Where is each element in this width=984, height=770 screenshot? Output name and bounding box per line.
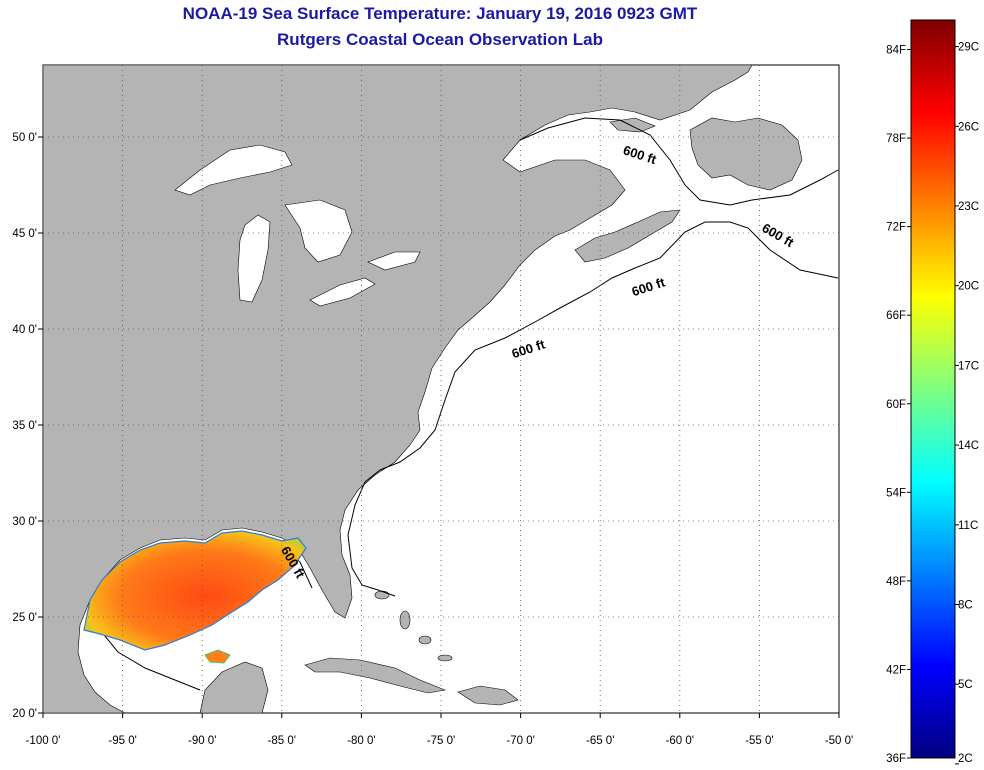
longitude-label: -55 0' — [745, 735, 773, 747]
latitude-label: 50 0' — [12, 132, 37, 144]
great-lakes — [174, 144, 421, 307]
latitude-label: 20 0' — [12, 708, 37, 720]
colorbar-fahrenheit-labels: 84F 78F 72F 66F 60F 54F 48F 42F 36F — [886, 45, 911, 765]
latitude-label: 30 0' — [12, 516, 37, 528]
land-anticosti — [609, 117, 656, 133]
fahrenheit-label: 78F — [886, 133, 906, 145]
fahrenheit-label: 66F — [886, 310, 906, 322]
land-north-america — [43, 65, 753, 713]
map-title: NOAA-19 Sea Surface Temperature: January… — [182, 4, 698, 23]
longitude-label: -95 0' — [108, 735, 136, 747]
celsius-label: 11C — [958, 520, 978, 532]
latitude-label: 25 0' — [12, 612, 37, 624]
latitude-label: 40 0' — [12, 324, 37, 336]
fahrenheit-label: 72F — [886, 222, 906, 234]
fahrenheit-label: 48F — [886, 576, 906, 588]
latitude-label: 45 0' — [12, 228, 37, 240]
celsius-label: 14C — [958, 440, 979, 452]
fahrenheit-label: 36F — [886, 753, 906, 765]
longitude-label: -100 0' — [26, 735, 61, 747]
colorbar-gradient — [910, 19, 956, 759]
land-yucatan — [199, 661, 269, 713]
longitude-labels: -100 0' -95 0' -90 0' -85 0' -80 0' -75 0' -70… — [26, 735, 854, 747]
fahrenheit-label: 60F — [886, 399, 906, 411]
celsius-label: 8C — [958, 599, 973, 611]
sst-overlay — [83, 530, 307, 651]
sst-overlay-small — [204, 649, 231, 664]
graticule — [38, 65, 840, 718]
colorbar-celsius-labels: 29C 26C 23C 20C 17C 14C 11C 8C 5C 2C — [955, 42, 979, 765]
fahrenheit-label: 42F — [886, 664, 906, 676]
longitude-label: -85 0' — [268, 735, 296, 747]
fahrenheit-label: 84F — [886, 45, 906, 57]
celsius-label: 17C — [958, 360, 979, 372]
land-hispaniola — [457, 685, 519, 706]
celsius-label: 20C — [958, 281, 979, 293]
longitude-label: -70 0' — [506, 735, 534, 747]
land-nova-scotia — [574, 209, 681, 263]
longitude-label: -60 0' — [666, 735, 694, 747]
celsius-label: 29C — [958, 42, 979, 54]
celsius-label: 23C — [958, 201, 979, 213]
latitude-label: 35 0' — [12, 420, 37, 432]
longitude-label: -90 0' — [188, 735, 216, 747]
celsius-label: 26C — [958, 121, 979, 133]
longitude-label: -50 0' — [825, 735, 853, 747]
celsius-label: 5C — [958, 679, 973, 691]
land-cuba — [304, 657, 447, 694]
fahrenheit-label: 54F — [886, 487, 906, 499]
colorbar: 84F 78F 72F 66F 60F 54F 48F 42F 36F 29C 26C 23C 20C… — [886, 19, 979, 765]
map-panel: 600 ft 600 ft 600 ft 600 ft 600 ft -100 … — [12, 64, 854, 747]
land-newfoundland — [689, 117, 803, 191]
isobath-600ft — [347, 221, 839, 597]
celsius-label: 2C — [958, 753, 973, 765]
isobath-600ft-north — [519, 117, 839, 206]
longitude-label: -80 0' — [347, 735, 375, 747]
longitude-label: -75 0' — [427, 735, 455, 747]
latitude-labels: 50 0' 45 0' 40 0' 35 0' 30 0' 25 0' 20 0' — [12, 132, 37, 720]
longitude-label: -65 0' — [586, 735, 614, 747]
map-subtitle: Rutgers Coastal Ocean Observation Lab — [277, 30, 603, 49]
